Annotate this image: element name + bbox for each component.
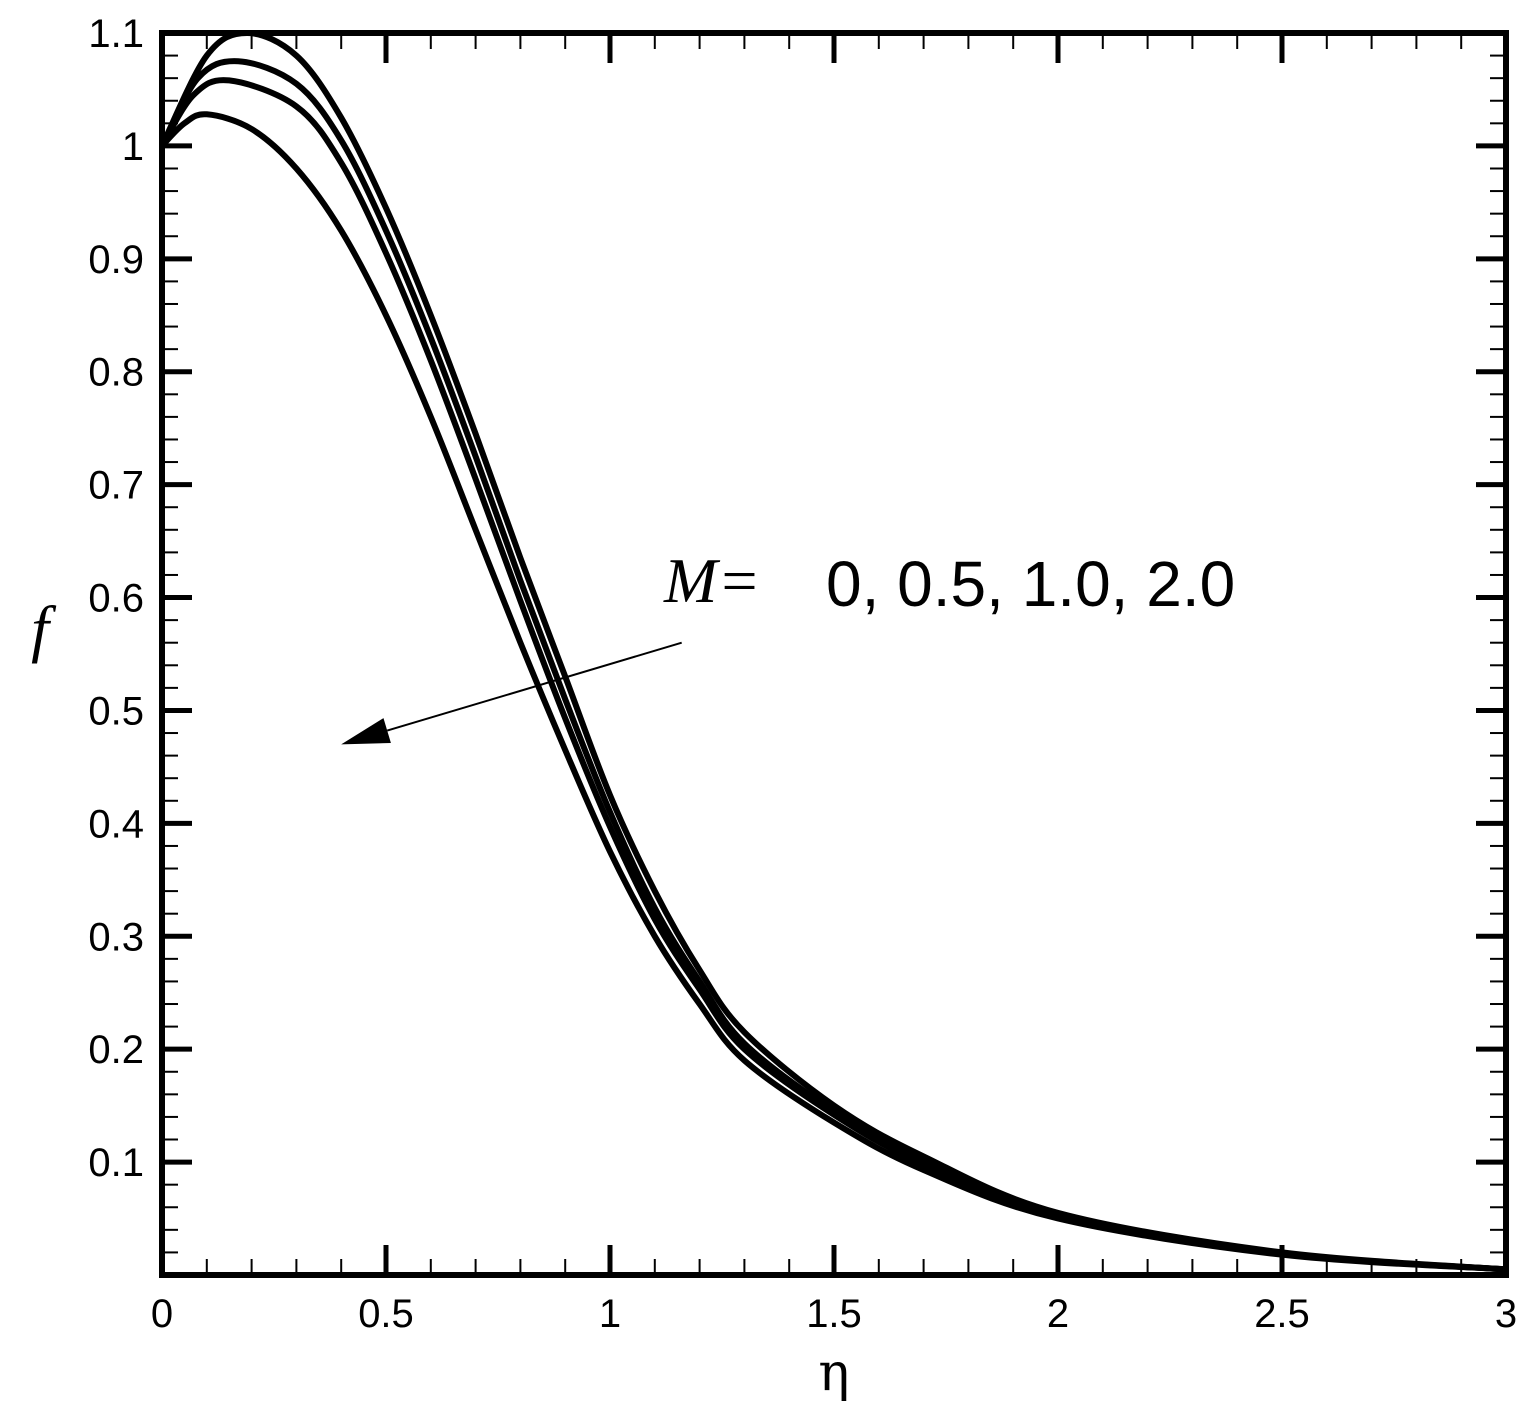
- y-tick-label: 0.2: [88, 1028, 144, 1072]
- plot-frame: [159, 30, 1509, 1278]
- x-tick-label: 0: [151, 1292, 173, 1336]
- series-line-2: [159, 58, 1509, 1273]
- x-tick-label: 2: [1047, 1292, 1069, 1336]
- x-tick-label: 3: [1495, 1292, 1517, 1336]
- y-tick-label: 0.5: [88, 689, 144, 733]
- y-tick-label: 0.9: [88, 238, 144, 282]
- series-line-3: [159, 77, 1509, 1273]
- y-axis-title: f: [31, 593, 57, 664]
- x-tick-label: 2.5: [1254, 1292, 1310, 1336]
- y-tick-label: 0.3: [88, 915, 144, 959]
- series-line-4: [159, 111, 1509, 1273]
- x-tick-label: 0.5: [358, 1292, 414, 1336]
- y-tick-label: 0.1: [88, 1141, 144, 1185]
- y-tick-label: 1: [122, 125, 144, 169]
- y-tick-label: 0.7: [88, 464, 144, 508]
- minor-ticks: [162, 33, 1506, 1275]
- annotation: M= 0, 0.5, 1.0, 2.0: [341, 545, 1235, 745]
- major-ticks: [159, 30, 1509, 1275]
- x-tick-label: 1.5: [806, 1292, 862, 1336]
- y-tick-labels: 0.1 0.2 0.3 0.4 0.5 0.6 0.7 0.8 0.9 1 1.1: [88, 12, 144, 1185]
- x-tick-label: 1: [599, 1292, 621, 1336]
- y-tick-label: 0.6: [88, 577, 144, 621]
- series-line-1: [159, 30, 1509, 1273]
- y-tick-label: 0.8: [88, 351, 144, 395]
- y-tick-label: 1.1: [88, 12, 144, 56]
- y-tick-label: 0.4: [88, 802, 144, 846]
- annotation-arrow-shaft: [386, 641, 682, 732]
- annotation-values-label: 0, 0.5, 1.0, 2.0: [826, 548, 1235, 620]
- x-axis-title: η: [818, 1343, 849, 1403]
- annotation-variable-label: M=: [663, 545, 761, 616]
- x-tick-labels: 0 0.5 1 1.5 2 2.5 3: [151, 1292, 1517, 1336]
- annotation-arrow-head: [341, 718, 391, 745]
- series-layer: [159, 30, 1509, 1273]
